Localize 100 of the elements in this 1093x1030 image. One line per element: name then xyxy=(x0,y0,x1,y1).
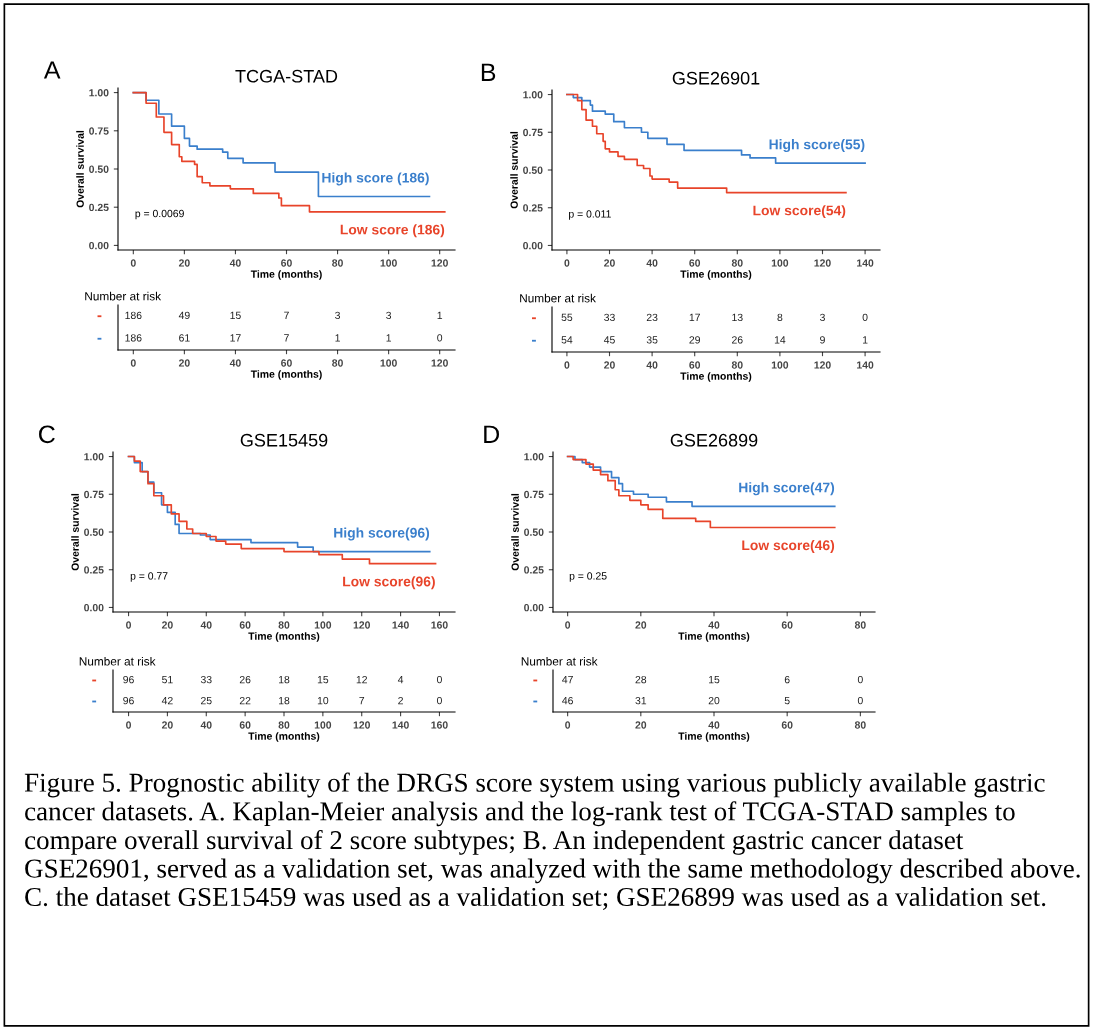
data-label: 0 xyxy=(857,675,863,684)
x-tick-label: 60 xyxy=(689,361,701,369)
x-tick-label: 160 xyxy=(431,721,448,729)
y-tick-label: - xyxy=(533,700,538,703)
text: D xyxy=(484,425,500,443)
x-tick-label: 0 xyxy=(564,361,570,369)
y-tick-label: 0.50 xyxy=(523,166,543,174)
y-tick-label: 0.00 xyxy=(89,241,109,250)
data-label: 29 xyxy=(689,336,700,344)
data-label: 8 xyxy=(777,313,783,322)
data-label: 61 xyxy=(179,334,190,342)
data-label: 7 xyxy=(359,697,365,705)
x-tick-label: 120 xyxy=(814,259,831,267)
x-tick-label: 80 xyxy=(332,259,343,267)
x-tick-label: 120 xyxy=(431,259,448,267)
data-label: 7 xyxy=(284,334,289,342)
x-tick-label: 0 xyxy=(126,621,132,629)
x-tick-label: 100 xyxy=(314,721,332,729)
y-tick-label: 0.75 xyxy=(89,127,109,135)
x-axis-title: Time (months) xyxy=(250,270,322,280)
x-tick-label: 0 xyxy=(564,259,570,267)
x-tick-label: 20 xyxy=(161,721,173,729)
data-label: 26 xyxy=(732,336,743,344)
x-tick-label: 0 xyxy=(126,721,132,729)
y-tick-label: - xyxy=(97,337,102,340)
x-tick-label: 60 xyxy=(781,721,793,729)
chart-title: Number at risk xyxy=(520,293,596,303)
data-label: 0 xyxy=(857,696,863,705)
y-tick-label: - xyxy=(92,700,97,703)
data-label: 14 xyxy=(774,336,786,344)
y-tick-label: - xyxy=(532,339,536,342)
x-tick-label: 60 xyxy=(781,621,793,629)
data-label: 46 xyxy=(562,696,573,705)
x-tick-label: 40 xyxy=(229,259,241,267)
chart-title: TCGA-STAD xyxy=(235,69,338,83)
data-label: 3 xyxy=(386,311,392,320)
x-tick-label: 80 xyxy=(278,621,290,629)
x-tick-label: 0 xyxy=(565,721,571,729)
data-label: 20 xyxy=(708,696,720,705)
y-tick-label: 0.00 xyxy=(84,603,104,612)
y-axis-title: Overall survival xyxy=(511,493,519,571)
chart-title: GSE26901 xyxy=(672,71,760,85)
x-tick-label: 160 xyxy=(431,621,448,629)
data-label: 1 xyxy=(862,336,868,344)
x-axis-title: Time (months) xyxy=(678,632,750,642)
data-label: 1 xyxy=(437,311,443,319)
x-tick-label: 80 xyxy=(854,621,866,629)
x-tick-label: 40 xyxy=(200,721,212,729)
annotation: p = 0.011 xyxy=(569,210,611,220)
chart-title: Number at risk xyxy=(85,291,162,301)
data-label: 7 xyxy=(284,311,289,319)
x-axis-title: Time (months) xyxy=(248,732,320,742)
data-label: 2 xyxy=(398,696,403,705)
data-label: 25 xyxy=(201,696,212,705)
x-tick-label: 40 xyxy=(200,621,212,629)
annotation: p = 0.25 xyxy=(569,572,607,582)
x-tick-label: 100 xyxy=(771,361,789,369)
x-tick-label: 0 xyxy=(130,359,136,367)
x-tick-label: 80 xyxy=(278,721,290,729)
data-label: 4 xyxy=(397,676,404,684)
y-axis-title: Overall survival xyxy=(76,130,84,208)
annotation: p = 0.0069 xyxy=(135,209,184,220)
data-label: 42 xyxy=(161,696,173,705)
series-label: Low score (186) xyxy=(340,224,445,238)
x-tick-label: 120 xyxy=(431,359,448,367)
data-label: 26 xyxy=(239,675,251,684)
x-tick-label: 40 xyxy=(646,259,658,267)
annotation: p = 0.77 xyxy=(130,572,168,582)
x-tick-label: 20 xyxy=(604,259,615,267)
x-tick-label: 120 xyxy=(353,721,370,729)
x-tick-label: 80 xyxy=(731,361,743,369)
data-label: 12 xyxy=(356,675,367,684)
y-tick-label: 0.75 xyxy=(524,490,544,499)
data-label: 6 xyxy=(784,675,790,684)
series-label: High score (186) xyxy=(322,172,429,186)
data-label: 51 xyxy=(162,676,173,684)
text: C xyxy=(39,425,55,444)
y-tick-label: - xyxy=(92,679,97,682)
data-label: 13 xyxy=(732,313,743,322)
x-tick-label: 140 xyxy=(857,361,874,369)
x-tick-label: 20 xyxy=(178,259,190,267)
y-tick-label: - xyxy=(532,317,536,320)
x-tick-label: 40 xyxy=(229,359,241,367)
data-label: 96 xyxy=(123,696,134,705)
data-label: 186 xyxy=(125,334,142,342)
data-label: 0 xyxy=(436,675,442,684)
y-tick-label: 0.25 xyxy=(523,204,543,212)
series-label: Low score(96) xyxy=(343,576,435,590)
y-tick-label: 1.00 xyxy=(524,453,544,461)
series-label: Low score(46) xyxy=(742,539,835,553)
x-tick-label: 80 xyxy=(854,721,866,729)
data-label: 0 xyxy=(862,313,868,322)
data-label: 3 xyxy=(335,311,340,320)
data-label: 0 xyxy=(436,696,442,705)
chart-title: Number at risk xyxy=(79,656,156,666)
data-label: 31 xyxy=(635,696,647,705)
x-tick-label: 60 xyxy=(239,721,251,729)
x-tick-label: 120 xyxy=(814,361,831,369)
data-label: 186 xyxy=(125,311,142,320)
series-label: High score(55) xyxy=(769,139,865,153)
